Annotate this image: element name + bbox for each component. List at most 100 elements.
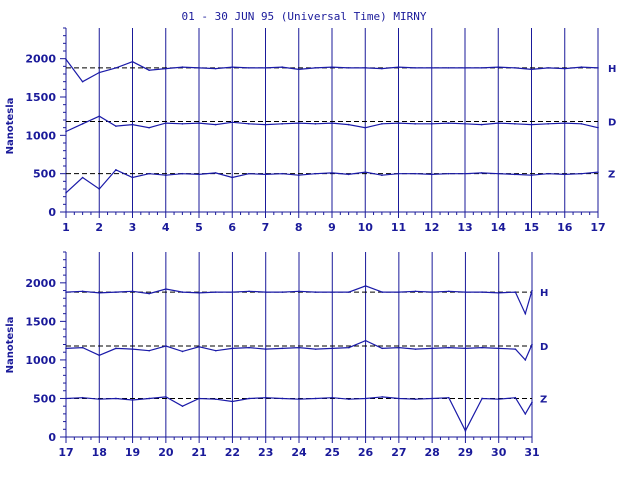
x-tick-label: 9 bbox=[328, 221, 336, 234]
data-point-d bbox=[198, 346, 200, 348]
data-point-d bbox=[181, 350, 184, 353]
data-point-z bbox=[431, 397, 433, 400]
data-point-d bbox=[81, 123, 84, 125]
data-point-d bbox=[563, 122, 566, 124]
data-point-d bbox=[530, 123, 533, 126]
x-tick-label: 8 bbox=[295, 221, 303, 234]
data-point-d bbox=[148, 349, 151, 352]
data-point-d bbox=[397, 122, 400, 124]
data-point-z bbox=[347, 173, 350, 176]
chart-title: 01 - 30 JUN 95 (Universal Time) MIRNY bbox=[181, 10, 426, 23]
data-point-d bbox=[198, 122, 200, 124]
y-tick-label: 500 bbox=[33, 168, 56, 181]
data-point-d bbox=[381, 347, 384, 350]
data-point-d bbox=[115, 125, 117, 127]
data-point-h bbox=[381, 291, 384, 293]
data-point-h bbox=[81, 80, 84, 83]
data-point-z bbox=[563, 173, 566, 176]
x-tick-label: 7 bbox=[262, 221, 270, 234]
data-point-h bbox=[115, 291, 117, 293]
x-tick-label: 17 bbox=[58, 446, 73, 459]
series-line-z bbox=[65, 396, 533, 433]
data-point-z bbox=[198, 397, 200, 400]
data-point-z bbox=[81, 176, 84, 179]
data-point-h bbox=[231, 291, 234, 293]
data-point-z bbox=[524, 413, 527, 415]
data-point-d bbox=[464, 123, 466, 125]
data-point-h bbox=[214, 67, 217, 70]
data-point-z bbox=[547, 172, 549, 175]
data-point-z bbox=[481, 397, 483, 400]
data-point-z bbox=[414, 398, 417, 401]
x-tick-label: 27 bbox=[391, 446, 406, 459]
data-point-h bbox=[181, 66, 184, 68]
data-point-d bbox=[164, 122, 167, 124]
data-point-h bbox=[331, 66, 333, 68]
data-point-h bbox=[364, 285, 367, 287]
data-point-d bbox=[597, 126, 599, 129]
x-tick-label: 26 bbox=[358, 446, 374, 459]
y-axis-label-bottom: Nanotesla bbox=[5, 317, 16, 374]
data-point-d bbox=[414, 348, 417, 350]
data-point-h bbox=[480, 67, 483, 69]
y-tick-label: 1000 bbox=[25, 129, 56, 142]
data-point-z bbox=[81, 396, 84, 399]
data-point-d bbox=[248, 346, 250, 349]
data-point-h bbox=[547, 67, 549, 69]
data-point-d bbox=[514, 348, 517, 350]
y-tick-label: 1500 bbox=[25, 315, 56, 328]
x-tick-label: 16 bbox=[557, 221, 573, 234]
data-point-h bbox=[264, 67, 267, 69]
data-point-z bbox=[148, 397, 151, 400]
data-point-z bbox=[248, 397, 250, 400]
data-point-z bbox=[348, 398, 350, 401]
data-point-z bbox=[281, 397, 284, 400]
data-point-z bbox=[131, 176, 134, 179]
data-point-z bbox=[597, 171, 599, 173]
data-point-d bbox=[165, 345, 167, 347]
data-point-d bbox=[281, 347, 284, 350]
series-label-d: D bbox=[608, 118, 616, 129]
data-point-z bbox=[531, 401, 533, 404]
data-point-d bbox=[347, 123, 350, 126]
data-point-d bbox=[381, 123, 383, 125]
data-point-z bbox=[231, 400, 234, 403]
data-point-h bbox=[164, 67, 167, 70]
x-tick-label: 25 bbox=[325, 446, 340, 459]
y-tick-label: 1500 bbox=[25, 91, 56, 104]
data-point-h bbox=[198, 67, 200, 69]
x-tick-label: 30 bbox=[491, 446, 507, 459]
data-point-h bbox=[398, 291, 400, 293]
data-point-z bbox=[131, 399, 134, 401]
data-point-h bbox=[531, 289, 533, 292]
data-point-z bbox=[264, 173, 267, 176]
data-point-d bbox=[248, 123, 250, 125]
data-point-h bbox=[430, 67, 433, 69]
x-tick-label: 2 bbox=[95, 221, 103, 234]
y-tick-label: 2000 bbox=[25, 277, 56, 290]
y-tick-label: 500 bbox=[33, 392, 56, 405]
data-point-h bbox=[447, 67, 450, 69]
data-point-z bbox=[497, 172, 500, 175]
data-point-d bbox=[264, 123, 267, 126]
x-tick-label: 21 bbox=[191, 446, 206, 459]
data-point-z bbox=[414, 172, 416, 175]
y-axis-label-top: Nanotesla bbox=[5, 98, 16, 155]
x-tick-label: 19 bbox=[125, 446, 140, 459]
data-point-d bbox=[181, 123, 184, 125]
data-point-z bbox=[264, 396, 267, 399]
data-point-z bbox=[181, 172, 184, 175]
panel-bottom: Nanotesla 0 500 1000 1500 2000 17 18 19 20 21 22 23… bbox=[5, 251, 548, 459]
data-point-d bbox=[348, 346, 350, 349]
data-point-h bbox=[98, 71, 101, 74]
data-point-h bbox=[165, 288, 167, 290]
data-point-d bbox=[131, 123, 134, 126]
x-tick-label: 28 bbox=[424, 446, 439, 459]
data-point-d bbox=[65, 347, 67, 350]
data-point-h bbox=[65, 291, 67, 293]
data-point-h bbox=[81, 290, 84, 293]
data-point-d bbox=[314, 123, 317, 125]
data-point-d bbox=[131, 348, 134, 350]
